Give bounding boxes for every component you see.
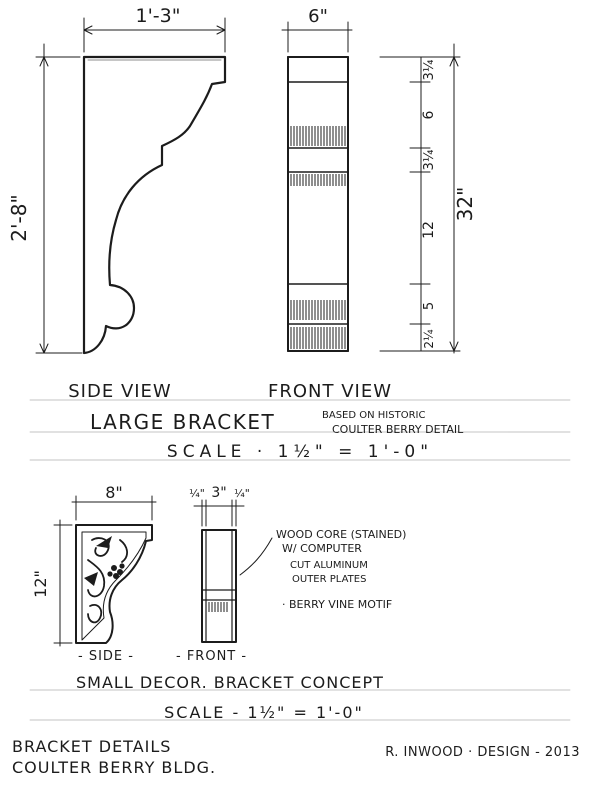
small-bracket-captions: - SIDE - - FRONT - SMALL DECOR. BRACKET … bbox=[29, 649, 571, 722]
segment-label-5: 5 bbox=[422, 302, 437, 310]
footer-title-line2: COULTER BERRY BLDG. bbox=[12, 758, 216, 777]
small-bracket-title: SMALL DECOR. BRACKET CONCEPT bbox=[76, 673, 384, 692]
large-bracket-title: LARGE BRACKET bbox=[90, 410, 275, 434]
small-bracket-side-view bbox=[75, 524, 153, 644]
large-front-total-dimension: 32" bbox=[449, 43, 477, 354]
large-side-height-dimension: 2'-8" bbox=[7, 43, 83, 354]
large-front-total-label: 32" bbox=[453, 187, 477, 222]
large-bracket-front-view bbox=[287, 56, 349, 352]
small-front-dim-center: 3" bbox=[211, 485, 226, 501]
front-view-label: FRONT VIEW bbox=[268, 381, 392, 402]
segment-label-4: 12 bbox=[421, 221, 437, 239]
large-side-width-dimension: 1'-3" bbox=[83, 5, 226, 53]
small-side-height-dimension: 12" bbox=[31, 519, 73, 647]
side-view-label: SIDE VIEW bbox=[68, 381, 171, 402]
large-bracket-captions: SIDE VIEW FRONT VIEW LARGE BRACKET BASED… bbox=[29, 381, 571, 462]
small-front-width-dimensions: ¼" 3" ¼" bbox=[189, 485, 250, 527]
small-front-dim-left: ¼" bbox=[189, 487, 205, 500]
large-front-width-label: 6" bbox=[308, 6, 328, 27]
large-bracket-scale: SCALE · 1½" = 1'-0" bbox=[167, 442, 433, 462]
small-side-width-label: 8" bbox=[105, 483, 123, 502]
segment-label-1: 3¼ bbox=[422, 59, 437, 80]
small-bracket-scale: SCALE - 1½" = 1'-0" bbox=[164, 703, 364, 722]
large-front-segment-dimensions: 3¼ 6 3¼ 12 5 2¼ bbox=[379, 56, 461, 352]
title-block: BRACKET DETAILS COULTER BERRY BLDG. R. I… bbox=[12, 737, 580, 777]
small-front-shading bbox=[208, 602, 228, 612]
note-line-3: CUT ALUMINUM bbox=[290, 560, 368, 571]
small-bracket-front-view bbox=[201, 529, 237, 643]
note-line-1: WOOD CORE (STAINED) bbox=[276, 528, 406, 541]
large-bracket-note-2: COULTER BERRY DETAIL bbox=[332, 423, 464, 436]
note-line-2: W/ COMPUTER bbox=[282, 542, 362, 555]
berry-vine-motif bbox=[84, 536, 128, 624]
small-side-width-dimension: 8" bbox=[71, 483, 157, 521]
small-front-label: - FRONT - bbox=[176, 649, 247, 664]
motif-note: · BERRY VINE MOTIF bbox=[282, 598, 392, 611]
small-bracket-notes: WOOD CORE (STAINED) W/ COMPUTER CUT ALUM… bbox=[239, 528, 406, 611]
designer-credit: R. INWOOD · DESIGN - 2013 bbox=[385, 745, 580, 760]
front-view-shading bbox=[290, 126, 346, 349]
segment-label-3: 3¼ bbox=[422, 149, 437, 170]
small-front-dim-right: ¼" bbox=[234, 487, 250, 500]
large-front-width-dimension: 6" bbox=[281, 6, 353, 53]
segment-label-6: 2¼ bbox=[422, 329, 436, 349]
footer-title-line1: BRACKET DETAILS bbox=[12, 737, 171, 756]
small-side-height-label: 12" bbox=[31, 570, 50, 598]
small-side-label: - SIDE - bbox=[78, 649, 134, 664]
large-bracket-side-view bbox=[82, 55, 227, 355]
large-side-height-label: 2'-8" bbox=[7, 194, 31, 241]
note-line-4: OUTER PLATES bbox=[292, 574, 366, 585]
segment-label-2: 6 bbox=[421, 110, 437, 119]
large-bracket-note-1: BASED ON HISTORIC bbox=[322, 410, 425, 421]
large-side-width-label: 1'-3" bbox=[136, 5, 181, 27]
